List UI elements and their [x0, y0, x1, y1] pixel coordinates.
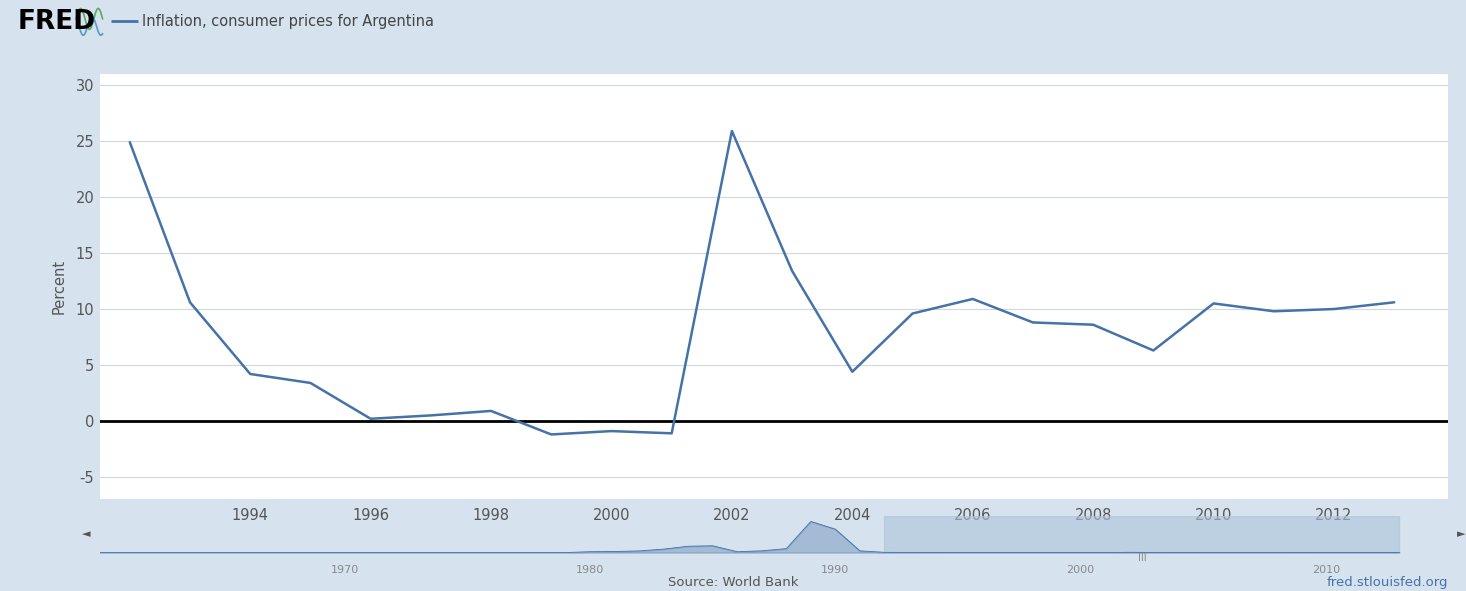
Text: 1980: 1980: [576, 566, 604, 576]
Text: ◄: ◄: [82, 530, 91, 539]
Text: Source: World Bank: Source: World Bank: [667, 576, 799, 589]
Text: 2010: 2010: [1312, 566, 1340, 576]
Text: 1990: 1990: [821, 566, 849, 576]
Text: ►: ►: [1457, 530, 1466, 539]
Text: 1970: 1970: [331, 566, 359, 576]
Text: III: III: [1138, 553, 1146, 563]
Text: FRED: FRED: [18, 9, 95, 35]
Y-axis label: Percent: Percent: [53, 259, 67, 314]
Text: fred.stlouisfed.org: fred.stlouisfed.org: [1327, 576, 1448, 589]
Bar: [884, 516, 1400, 553]
Text: Inflation, consumer prices for Argentina: Inflation, consumer prices for Argentina: [142, 14, 434, 30]
Text: 2000: 2000: [1066, 566, 1095, 576]
